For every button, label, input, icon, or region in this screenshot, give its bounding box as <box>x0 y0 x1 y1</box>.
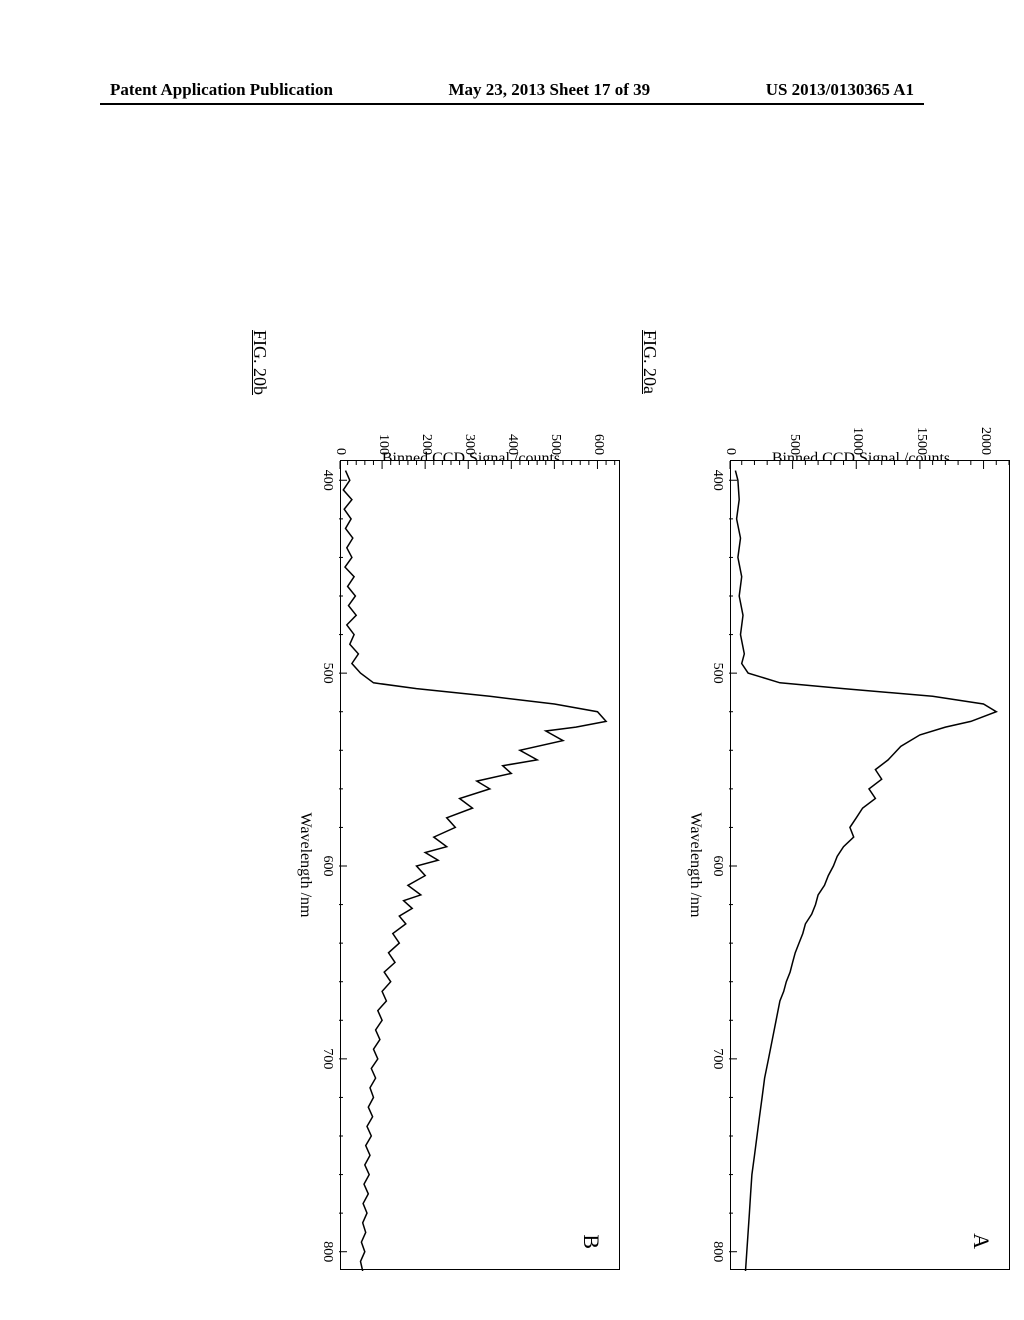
fig-caption-b: FIG. 20b <box>249 330 270 395</box>
y-tick-label: 2000 <box>977 405 993 455</box>
spectrum-line-a <box>735 471 996 1271</box>
y-tick-label: 500 <box>786 405 802 455</box>
y-tick-label: 200 <box>418 405 434 455</box>
fig-caption-a: FIG. 20a <box>639 330 660 394</box>
plot-area-b: B 400500600700800 Wavelength /nm <box>340 460 620 1270</box>
x-tick-label: 500 <box>319 663 335 684</box>
header-divider <box>100 103 924 105</box>
figure-container: FIG. 20a Binned CCD Signal /counts A 400… <box>0 320 1024 1090</box>
header-left: Patent Application Publication <box>110 80 333 100</box>
y-tick-label: 100 <box>375 405 391 455</box>
y-tick-label: 600 <box>590 405 606 455</box>
page-header: Patent Application Publication May 23, 2… <box>0 80 1024 100</box>
chart-wrapper: FIG. 20a Binned CCD Signal /counts A 400… <box>0 320 1024 1090</box>
header-center: May 23, 2013 Sheet 17 of 39 <box>449 80 651 100</box>
x-tick-label: 400 <box>709 470 725 491</box>
x-tick-label: 700 <box>319 1048 335 1069</box>
spectrum-line-b <box>343 471 606 1271</box>
x-tick-label: 400 <box>319 470 335 491</box>
y-tick-label: 0 <box>332 405 348 455</box>
y-tick-label: 400 <box>504 405 520 455</box>
x-tick-label: 800 <box>319 1241 335 1262</box>
chart-panel-b: FIG. 20b Binned CCD Signal /counts B 400… <box>300 400 620 1270</box>
x-tick-label: 600 <box>709 856 725 877</box>
chart-panel-a: FIG. 20a Binned CCD Signal /counts A 400… <box>690 400 1010 1270</box>
plot-area-a: A 400500600700800 Wavelength /nm <box>730 460 1010 1270</box>
panel-label-a: A <box>968 1233 994 1249</box>
spectrum-svg-b <box>339 461 619 1271</box>
y-tick-label: 1000 <box>849 405 865 455</box>
y-tick-label: 0 <box>722 405 738 455</box>
x-tick-label: 500 <box>709 663 725 684</box>
y-tick-label: 1500 <box>913 405 929 455</box>
spectrum-svg-a <box>729 461 1009 1271</box>
x-axis-label-b: Wavelength /nm <box>296 813 314 918</box>
x-tick-label: 800 <box>709 1241 725 1262</box>
header-right: US 2013/0130365 A1 <box>766 80 914 100</box>
x-tick-label: 600 <box>319 856 335 877</box>
x-tick-label: 700 <box>709 1048 725 1069</box>
y-tick-label: 500 <box>547 405 563 455</box>
x-axis-label-a: Wavelength /nm <box>686 813 704 918</box>
y-tick-label: 300 <box>461 405 477 455</box>
panel-label-b: B <box>578 1234 604 1249</box>
